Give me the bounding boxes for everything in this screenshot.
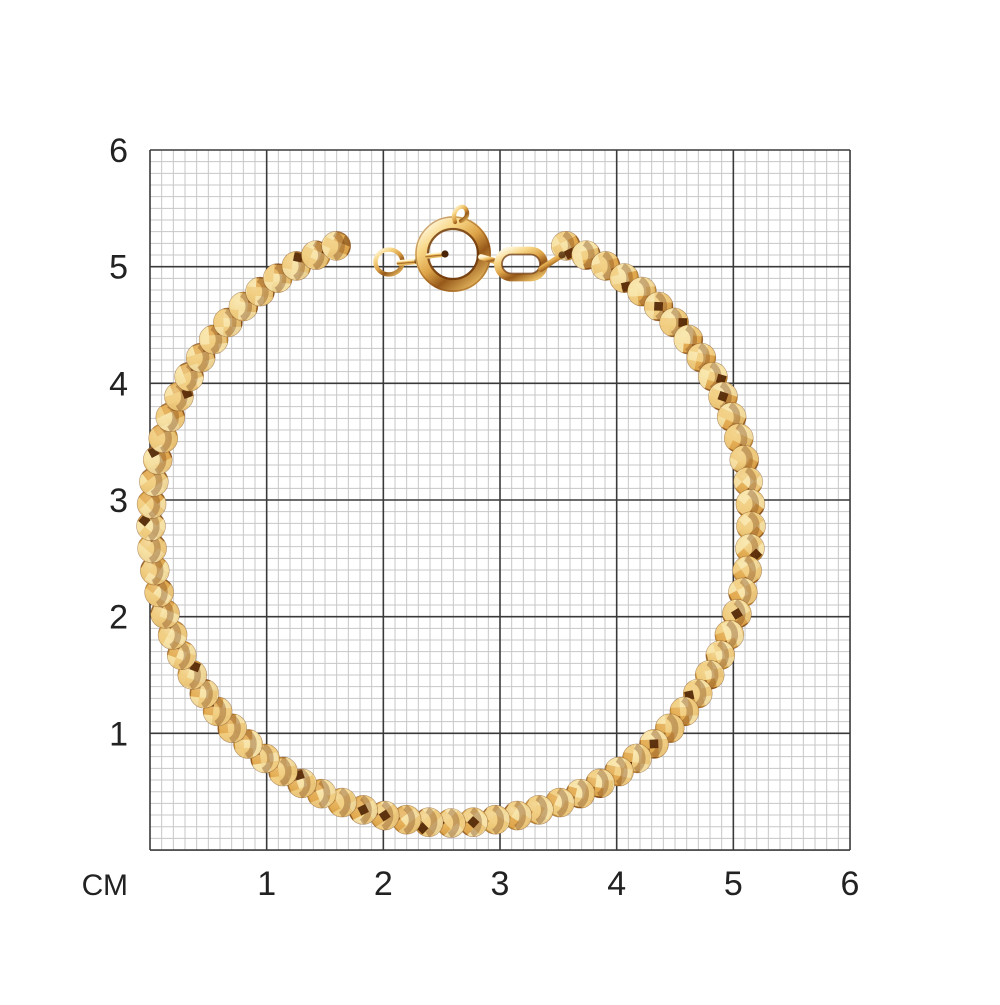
- svg-text:1: 1: [109, 715, 128, 753]
- svg-text:2: 2: [109, 599, 128, 637]
- svg-text:СМ: СМ: [82, 869, 128, 902]
- svg-text:3: 3: [491, 865, 510, 903]
- svg-text:5: 5: [724, 865, 743, 903]
- svg-text:5: 5: [109, 249, 128, 287]
- svg-text:4: 4: [109, 365, 128, 403]
- svg-text:6: 6: [109, 132, 128, 170]
- svg-text:2: 2: [374, 865, 393, 903]
- svg-text:1: 1: [257, 865, 276, 903]
- svg-text:6: 6: [841, 865, 860, 903]
- svg-text:4: 4: [607, 865, 626, 903]
- svg-text:3: 3: [109, 482, 128, 520]
